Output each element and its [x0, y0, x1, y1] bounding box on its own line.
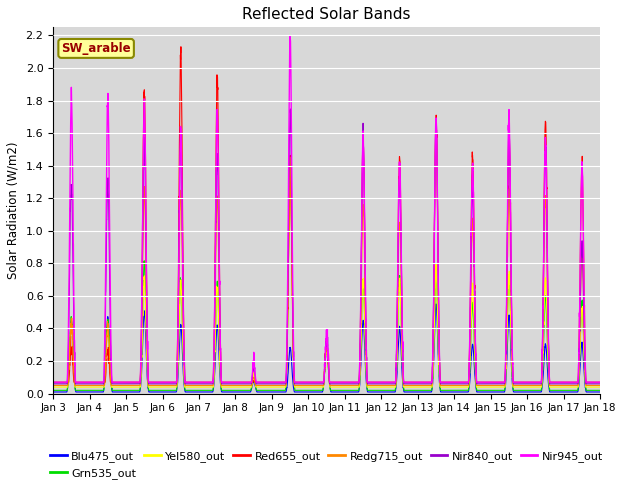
- Red655_out: [177, 44, 185, 49]
- Nir840_out: [449, 381, 457, 387]
- Redg715_out: [148, 383, 156, 388]
- Line: Yel580_out: Yel580_out: [53, 173, 600, 387]
- Yel580_out: [449, 384, 457, 390]
- Yel580_out: [286, 170, 294, 176]
- Yel580_out: [148, 384, 156, 390]
- Line: Grn535_out: Grn535_out: [53, 165, 600, 390]
- Redg715_out: [49, 383, 57, 388]
- Nir945_out: [286, 33, 294, 39]
- Redg715_out: [419, 383, 427, 388]
- Blu475_out: [148, 389, 156, 395]
- Grn535_out: [419, 387, 427, 393]
- Yel580_out: [49, 384, 57, 390]
- Legend: Blu475_out, Grn535_out, Yel580_out, Red655_out, Redg715_out, Nir840_out, Nir945_: Blu475_out, Grn535_out, Yel580_out, Red6…: [46, 447, 607, 480]
- Line: Nir945_out: Nir945_out: [53, 36, 600, 382]
- Red655_out: [596, 379, 604, 385]
- Y-axis label: Solar Radiation (W/m2): Solar Radiation (W/m2): [7, 142, 20, 279]
- Yel580_out: [596, 384, 604, 390]
- Blu475_out: [432, 301, 440, 307]
- Grn535_out: [596, 387, 604, 393]
- Redg715_out: [307, 383, 314, 388]
- Red655_out: [307, 379, 314, 385]
- Line: Nir840_out: Nir840_out: [53, 109, 600, 384]
- Yel580_out: [307, 384, 314, 390]
- Nir840_out: [287, 106, 294, 112]
- Yel580_out: [481, 384, 488, 390]
- Nir840_out: [49, 381, 57, 387]
- Redg715_out: [596, 383, 604, 388]
- Nir840_out: [481, 381, 488, 387]
- Nir840_out: [148, 381, 156, 387]
- Nir945_out: [419, 379, 427, 385]
- Redg715_out: [596, 383, 604, 388]
- Blu475_out: [449, 389, 457, 395]
- Red655_out: [596, 379, 604, 385]
- Blu475_out: [419, 389, 427, 395]
- Nir945_out: [148, 379, 156, 385]
- Blu475_out: [49, 389, 57, 395]
- Nir840_out: [419, 381, 427, 387]
- Red655_out: [419, 379, 427, 385]
- Grn535_out: [286, 162, 294, 168]
- Nir945_out: [481, 379, 488, 385]
- Nir945_out: [49, 379, 57, 385]
- Blu475_out: [596, 389, 604, 395]
- Yel580_out: [596, 384, 604, 390]
- Nir945_out: [449, 379, 457, 385]
- Nir945_out: [596, 379, 604, 385]
- Nir840_out: [596, 381, 604, 387]
- Blu475_out: [307, 389, 314, 395]
- Red655_out: [449, 379, 457, 385]
- Redg715_out: [433, 123, 440, 129]
- Nir945_out: [307, 379, 314, 385]
- Line: Blu475_out: Blu475_out: [53, 304, 600, 392]
- Redg715_out: [449, 383, 457, 388]
- Red655_out: [481, 379, 488, 385]
- Redg715_out: [481, 383, 488, 388]
- Line: Red655_out: Red655_out: [53, 47, 600, 382]
- Nir945_out: [596, 379, 604, 385]
- Nir840_out: [596, 381, 604, 387]
- Grn535_out: [481, 387, 488, 393]
- Red655_out: [49, 379, 57, 385]
- Grn535_out: [49, 387, 57, 393]
- Blu475_out: [481, 389, 488, 395]
- Line: Redg715_out: Redg715_out: [53, 126, 600, 385]
- Nir840_out: [307, 381, 314, 387]
- Grn535_out: [148, 387, 156, 393]
- Grn535_out: [307, 387, 314, 393]
- Grn535_out: [596, 387, 604, 393]
- Grn535_out: [449, 387, 457, 393]
- Title: Reflected Solar Bands: Reflected Solar Bands: [243, 7, 411, 22]
- Yel580_out: [419, 384, 427, 390]
- Blu475_out: [596, 389, 604, 395]
- Text: SW_arable: SW_arable: [61, 42, 131, 55]
- Red655_out: [148, 379, 156, 385]
